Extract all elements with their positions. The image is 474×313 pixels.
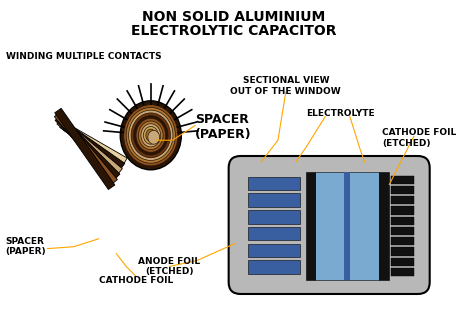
Bar	[246, 172, 306, 280]
Ellipse shape	[134, 115, 168, 155]
Bar	[248, 244, 300, 257]
Bar	[391, 186, 414, 194]
Bar	[391, 176, 414, 184]
Polygon shape	[64, 124, 127, 165]
Ellipse shape	[131, 113, 171, 158]
Bar	[248, 210, 300, 224]
Polygon shape	[55, 115, 120, 180]
Text: SPACER
(PAPER): SPACER (PAPER)	[195, 113, 252, 141]
Bar	[248, 260, 300, 274]
Ellipse shape	[120, 101, 182, 170]
Bar	[391, 268, 414, 276]
Bar	[380, 172, 389, 280]
Ellipse shape	[136, 118, 165, 152]
Bar	[391, 227, 414, 235]
Text: CATHODE FOIL
(ETCHED): CATHODE FOIL (ETCHED)	[383, 128, 456, 148]
Ellipse shape	[126, 107, 175, 163]
Ellipse shape	[148, 131, 160, 144]
Polygon shape	[55, 111, 118, 185]
Bar	[391, 217, 414, 225]
Bar	[248, 193, 300, 207]
Ellipse shape	[124, 105, 178, 166]
Ellipse shape	[141, 124, 161, 147]
Ellipse shape	[138, 121, 163, 150]
Bar	[248, 227, 300, 240]
Text: ANODE FOIL
(ETCHED): ANODE FOIL (ETCHED)	[138, 257, 201, 276]
Text: SECTIONAL VIEW
OUT OF THE WINDOW: SECTIONAL VIEW OUT OF THE WINDOW	[230, 76, 341, 95]
Bar	[391, 207, 414, 214]
Bar	[306, 172, 315, 280]
Text: CATHODE FOIL: CATHODE FOIL	[99, 276, 173, 285]
Bar	[315, 172, 380, 280]
FancyBboxPatch shape	[228, 156, 430, 294]
Polygon shape	[60, 121, 125, 170]
Text: SPACER
(PAPER): SPACER (PAPER)	[5, 237, 46, 256]
Bar	[391, 258, 414, 266]
Bar	[391, 196, 414, 204]
Bar	[344, 172, 350, 280]
Bar	[391, 248, 414, 255]
Text: ELECTROLYTIC CAPACITOR: ELECTROLYTIC CAPACITOR	[131, 24, 337, 38]
Ellipse shape	[146, 129, 156, 141]
Bar	[391, 237, 414, 245]
Text: ELECTROLYTE: ELECTROLYTE	[306, 109, 374, 118]
Bar	[389, 172, 416, 280]
Text: NON SOLID ALUMINIUM: NON SOLID ALUMINIUM	[142, 10, 325, 24]
Polygon shape	[55, 108, 115, 189]
Polygon shape	[57, 118, 122, 175]
Ellipse shape	[128, 110, 173, 161]
Bar	[248, 177, 300, 190]
Ellipse shape	[144, 126, 158, 144]
Text: WINDING MULTIPLE CONTACTS: WINDING MULTIPLE CONTACTS	[6, 52, 162, 60]
